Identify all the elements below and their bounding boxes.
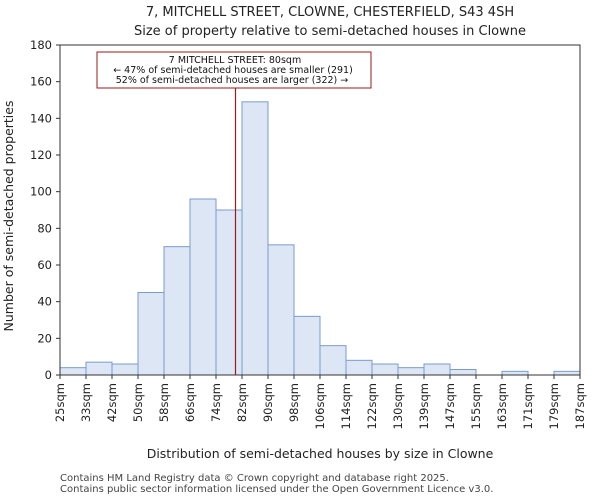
x-tick-label-42sqm: 42sqm — [105, 383, 119, 422]
bar-139sqm — [423, 363, 451, 376]
x-tick-label-179sqm: 179sqm — [547, 383, 561, 429]
bar-179sqm — [553, 370, 581, 376]
bar-33sqm — [85, 361, 113, 376]
annotation-line3: 52% of semi-detached houses are larger (… — [116, 75, 349, 86]
y-tick-label: 140 — [30, 111, 52, 125]
annotation-box: 7 MITCHELL STREET: 80sqm ← 47% of semi-d… — [96, 51, 372, 89]
y-tick-label: 0 — [45, 368, 52, 382]
chart-title-line2: Size of property relative to semi-detach… — [134, 24, 526, 39]
x-tick-label-74sqm: 74sqm — [209, 383, 223, 422]
bar-130sqm — [397, 367, 425, 376]
x-tick-label-139sqm: 139sqm — [417, 383, 431, 429]
footer-attribution: Contains HM Land Registry data © Crown c… — [60, 473, 493, 495]
bar-25sqm — [59, 367, 87, 376]
bar-106sqm — [319, 345, 347, 376]
bar-74sqm — [215, 209, 243, 376]
bar-122sqm — [371, 363, 399, 376]
x-tick-label-25sqm: 25sqm — [53, 383, 67, 422]
x-tick-label-122sqm: 122sqm — [365, 383, 379, 429]
x-tick-label-171sqm: 171sqm — [521, 383, 535, 429]
x-tick-label-106sqm: 106sqm — [313, 383, 327, 429]
chart-title-line1: 7, MITCHELL STREET, CLOWNE, CHESTERFIELD… — [146, 5, 514, 20]
annotation-frame — [96, 51, 372, 89]
y-tick-label: 40 — [37, 295, 52, 309]
x-tick-label-50sqm: 50sqm — [131, 383, 145, 422]
x-tick-label-163sqm: 163sqm — [495, 383, 509, 429]
footer-line2: Contains public sector information licen… — [60, 484, 494, 495]
x-tick-label-114sqm: 114sqm — [339, 383, 353, 429]
annotation-line2: ← 47% of semi-detached houses are smalle… — [113, 65, 353, 76]
bar-50sqm — [137, 292, 165, 376]
x-tick-label-33sqm: 33sqm — [79, 383, 93, 422]
x-tick-label-82sqm: 82sqm — [235, 383, 249, 422]
bar-98sqm — [293, 315, 321, 376]
bar-58sqm — [163, 246, 191, 376]
bar-114sqm — [345, 359, 373, 376]
bar-group — [59, 101, 581, 376]
bar-90sqm — [267, 244, 295, 376]
x-tick-label-98sqm: 98sqm — [287, 383, 301, 422]
y-tick-label: 60 — [37, 258, 52, 272]
y-tick-label: 100 — [30, 185, 52, 199]
x-tick-label-147sqm: 147sqm — [443, 383, 457, 429]
y-tick-label: 120 — [30, 148, 52, 162]
y-tick-label: 80 — [37, 221, 52, 235]
plot-frame — [59, 44, 581, 376]
y-axis: 0 20 40 60 80 100 120 140 160 180 — [30, 38, 60, 382]
bar-147sqm — [449, 369, 477, 376]
x-axis: 25sqm 33sqm 42sqm 50sqm 58sqm 66sqm 74sqm 82sqm… — [53, 375, 587, 429]
x-tick-label-90sqm: 90sqm — [261, 383, 275, 422]
y-tick-label: 160 — [30, 75, 52, 89]
y-tick-label: 180 — [30, 38, 52, 52]
bar-163sqm — [501, 370, 529, 376]
annotation-line1: 7 MITCHELL STREET: 80sqm — [169, 55, 301, 66]
x-tick-label-155sqm: 155sqm — [469, 383, 483, 429]
bar-82sqm — [241, 101, 269, 376]
bar-42sqm — [111, 363, 139, 376]
y-tick-label: 20 — [37, 331, 52, 345]
bar-66sqm — [189, 198, 217, 376]
x-axis-label: Distribution of semi-detached houses by … — [147, 446, 494, 461]
footer-line1: Contains HM Land Registry data © Crown c… — [60, 473, 449, 484]
x-tick-label-66sqm: 66sqm — [183, 383, 197, 422]
x-tick-label-58sqm: 58sqm — [157, 383, 171, 422]
x-tick-label-130sqm: 130sqm — [391, 383, 405, 429]
chart: 7, MITCHELL STREET, CLOWNE, CHESTERFIELD… — [1, 5, 587, 461]
x-tick-label-187sqm: 187sqm — [573, 383, 587, 429]
y-axis-label: Number of semi-detached properties — [1, 101, 16, 332]
